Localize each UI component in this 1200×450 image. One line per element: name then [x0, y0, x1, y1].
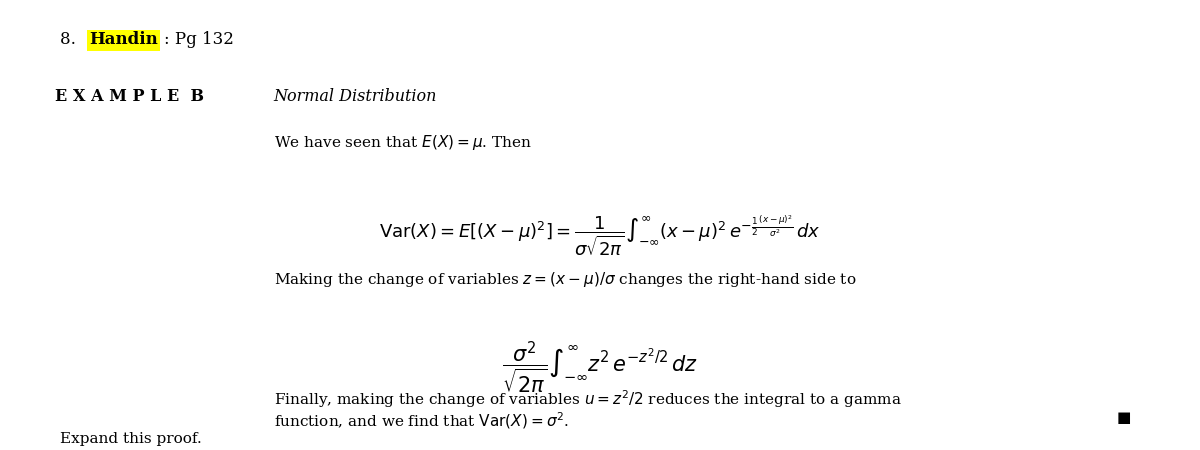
Text: $\mathrm{Var}(X) = E[(X - \mu)^2] = \dfrac{1}{\sigma\sqrt{2\pi}}\int_{-\infty}^{: $\mathrm{Var}(X) = E[(X - \mu)^2] = \dfr… [379, 214, 821, 258]
Text: Handin: Handin [89, 32, 157, 49]
Text: $\dfrac{\sigma^2}{\sqrt{2\pi}}\int_{-\infty}^{\infty}z^2\, e^{-z^2/2}\, dz$: $\dfrac{\sigma^2}{\sqrt{2\pi}}\int_{-\in… [502, 340, 698, 396]
Text: function, and we find that $\mathrm{Var}(X) = \sigma^2$.: function, and we find that $\mathrm{Var}… [274, 410, 569, 431]
Text: Normal Distribution: Normal Distribution [274, 88, 437, 105]
Text: : Pg 132: : Pg 132 [164, 32, 234, 49]
Text: Making the change of variables $z = (x - \mu)/\sigma$ changes the right-hand sid: Making the change of variables $z = (x -… [274, 270, 856, 289]
Text: We have seen that $E(X) = \mu$. Then: We have seen that $E(X) = \mu$. Then [274, 133, 532, 152]
Text: 8.: 8. [60, 32, 82, 49]
Text: $\blacksquare$: $\blacksquare$ [1116, 410, 1132, 427]
Text: Finally, making the change of variables $u = z^2/2$ reduces the integral to a ga: Finally, making the change of variables … [274, 388, 901, 410]
Text: Expand this proof.: Expand this proof. [60, 432, 202, 446]
Text: E X A M P L E  B: E X A M P L E B [55, 88, 204, 105]
